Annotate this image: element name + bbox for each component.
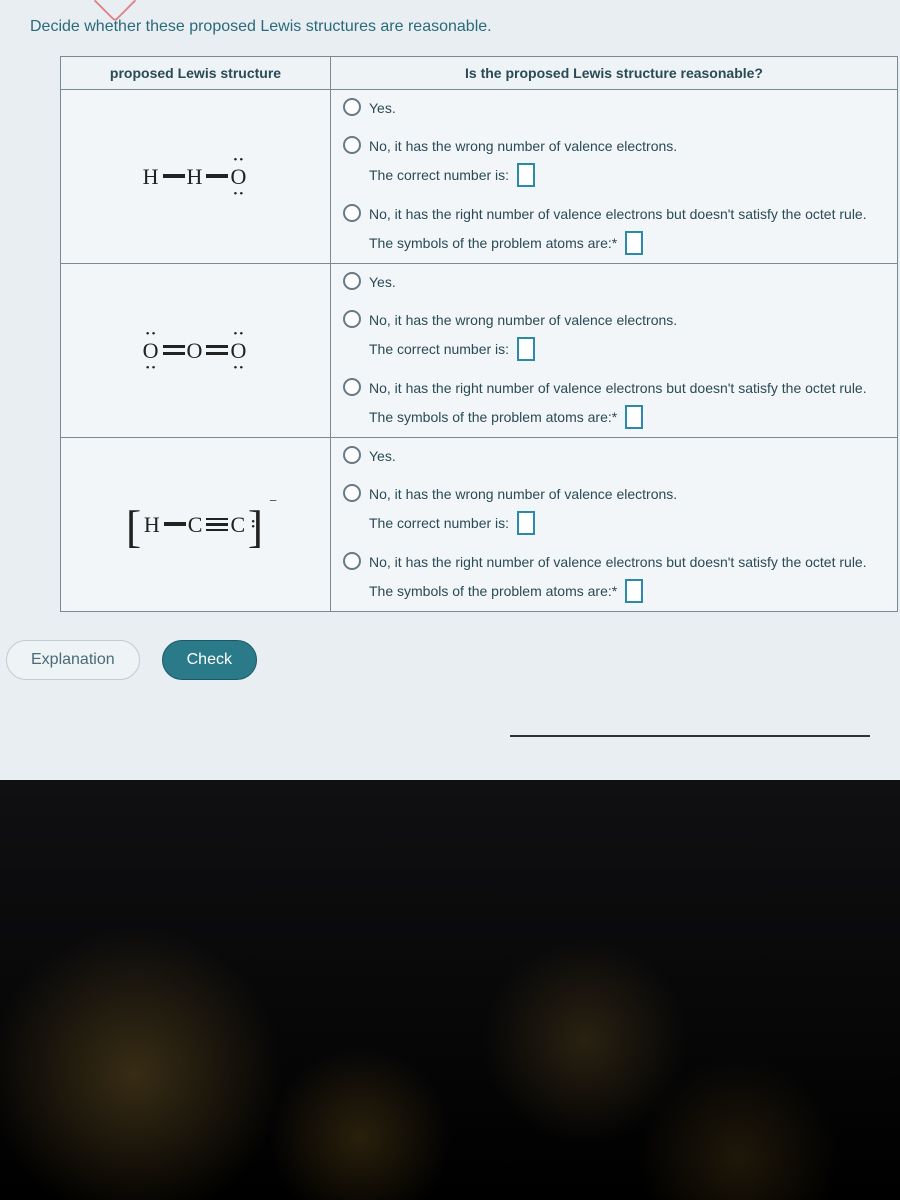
lewis-structure-ooo: O••••OO••••	[61, 264, 331, 438]
page-instruction: Decide whether these proposed Lewis stru…	[0, 0, 900, 46]
problem-atoms-label: The symbols of the problem atoms are:*	[369, 407, 617, 428]
correct-number-label: The correct number is:	[369, 339, 509, 360]
option-octet[interactable]: No, it has the right number of valence e…	[331, 195, 897, 263]
option-yes[interactable]: Yes.	[331, 90, 897, 127]
table-row: [ HCC•• ] − Yes. No, it has the wrong nu…	[61, 438, 898, 612]
option-yes-label: Yes.	[369, 272, 885, 293]
problem-atoms-input[interactable]	[625, 579, 643, 603]
correct-number-input[interactable]	[517, 337, 535, 361]
radio-icon	[343, 552, 361, 570]
lewis-structure-table: proposed Lewis structure Is the proposed…	[60, 56, 898, 612]
problem-atoms-input[interactable]	[625, 405, 643, 429]
radio-icon	[343, 484, 361, 502]
correct-number-label: The correct number is:	[369, 165, 509, 186]
option-wrong-valence[interactable]: No, it has the wrong number of valence e…	[331, 127, 897, 195]
option-octet-label: No, it has the right number of valence e…	[369, 206, 867, 222]
divider-line	[510, 735, 870, 737]
check-button[interactable]: Check	[162, 640, 257, 680]
option-octet-label: No, it has the right number of valence e…	[369, 554, 867, 570]
table-row: HHO•••• Yes. No, it has the wrong number…	[61, 90, 898, 264]
radio-icon	[343, 136, 361, 154]
option-wrong-valence-label: No, it has the wrong number of valence e…	[369, 312, 677, 328]
footer-buttons: Explanation Check	[0, 640, 900, 680]
correct-number-input[interactable]	[517, 511, 535, 535]
option-octet-label: No, it has the right number of valence e…	[369, 380, 867, 396]
problem-atoms-label: The symbols of the problem atoms are:*	[369, 233, 617, 254]
lewis-structure-hho: HHO••••	[61, 90, 331, 264]
radio-icon	[343, 310, 361, 328]
problem-atoms-label: The symbols of the problem atoms are:*	[369, 581, 617, 602]
option-yes[interactable]: Yes.	[331, 438, 897, 475]
problem-atoms-input[interactable]	[625, 231, 643, 255]
option-wrong-valence[interactable]: No, it has the wrong number of valence e…	[331, 301, 897, 369]
lewis-structure-hcc: [ HCC•• ] −	[61, 438, 331, 612]
option-yes[interactable]: Yes.	[331, 264, 897, 301]
radio-icon	[343, 378, 361, 396]
option-yes-label: Yes.	[369, 446, 885, 467]
explanation-button[interactable]: Explanation	[6, 640, 140, 680]
option-octet[interactable]: No, it has the right number of valence e…	[331, 369, 897, 437]
col-header-structure: proposed Lewis structure	[61, 57, 331, 90]
radio-icon	[343, 446, 361, 464]
radio-icon	[343, 98, 361, 116]
col-header-reasonable: Is the proposed Lewis structure reasonab…	[331, 57, 898, 90]
radio-icon	[343, 204, 361, 222]
correct-number-input[interactable]	[517, 163, 535, 187]
option-yes-label: Yes.	[369, 98, 885, 119]
option-wrong-valence[interactable]: No, it has the wrong number of valence e…	[331, 475, 897, 543]
option-octet[interactable]: No, it has the right number of valence e…	[331, 543, 897, 611]
background-surface	[0, 780, 900, 1200]
radio-icon	[343, 272, 361, 290]
table-row: O••••OO•••• Yes. No, it has the wrong nu…	[61, 264, 898, 438]
correct-number-label: The correct number is:	[369, 513, 509, 534]
option-wrong-valence-label: No, it has the wrong number of valence e…	[369, 138, 677, 154]
option-wrong-valence-label: No, it has the wrong number of valence e…	[369, 486, 677, 502]
